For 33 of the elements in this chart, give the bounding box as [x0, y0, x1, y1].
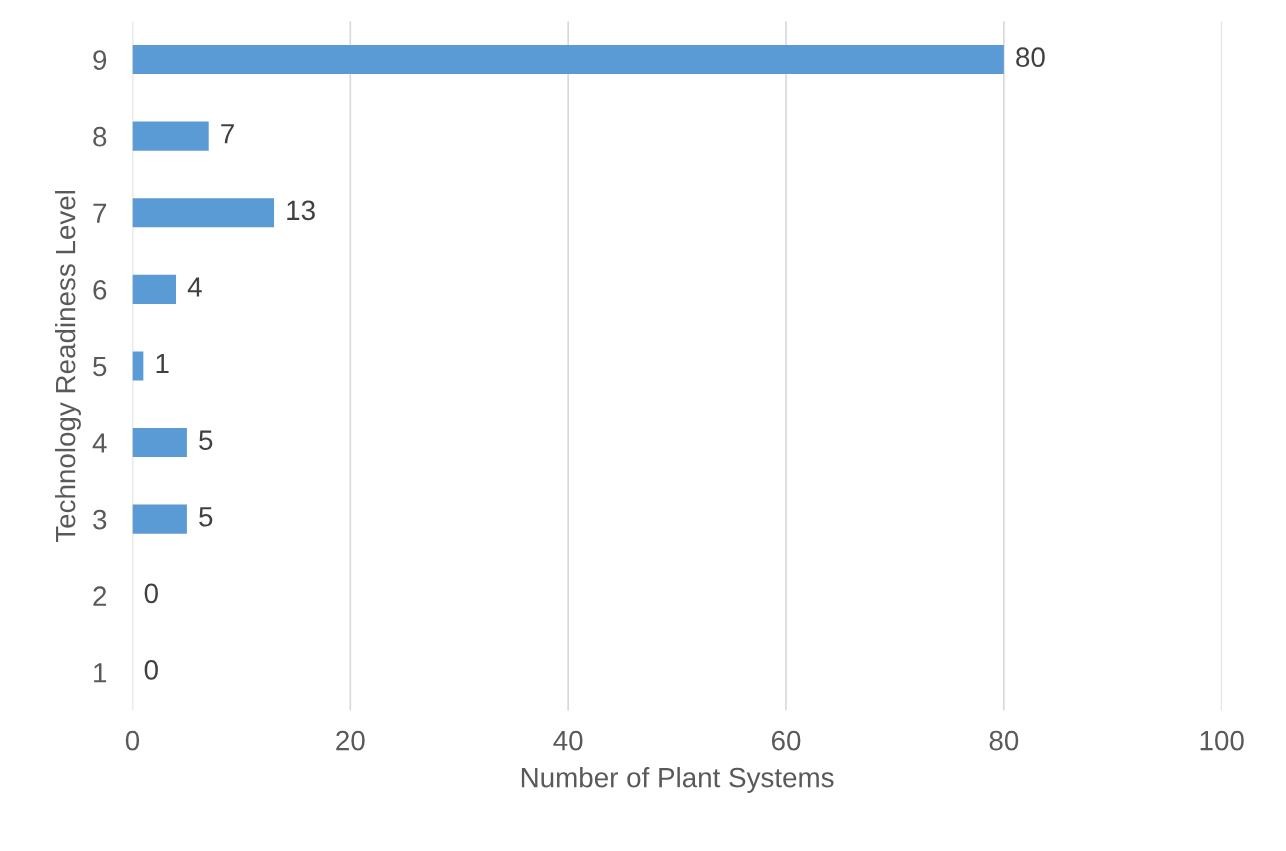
y-axis-title: Technology Readiness Level: [55, 190, 81, 543]
y-tick-label: 4: [92, 433, 107, 453]
y-tick-label: 7: [93, 203, 107, 223]
data-label: 4: [187, 277, 202, 297]
data-label: 0: [144, 660, 158, 680]
bar: [132, 504, 187, 534]
data-label: 13: [287, 200, 315, 221]
y-tick-label: 6: [93, 280, 107, 300]
x-tick-label: 40: [553, 730, 583, 751]
y-tick-label: 8: [93, 126, 107, 147]
bar: [132, 198, 275, 228]
x-axis-title: Number of Plant Systems: [521, 767, 834, 793]
bar: [132, 274, 177, 304]
bar: [132, 351, 144, 381]
data-label: 1: [156, 354, 169, 374]
y-tick-label: 3: [93, 509, 107, 530]
x-tick-label: 20: [336, 730, 365, 751]
x-tick-label: 100: [1200, 730, 1244, 751]
y-tick-label: 5: [93, 356, 107, 377]
y-tick-label: 2: [93, 586, 107, 606]
x-tick-label: 0: [125, 730, 140, 751]
data-label: 80: [1016, 47, 1045, 68]
data-label: 0: [144, 583, 158, 604]
bar: [132, 121, 209, 151]
y-tick-label: 9: [93, 50, 107, 70]
x-tick-label: 60: [771, 730, 801, 751]
data-label: 5: [199, 507, 213, 527]
bar: [132, 427, 187, 458]
data-label: 7: [221, 124, 234, 144]
x-tick-label: 80: [989, 730, 1019, 751]
data-label: 5: [199, 430, 213, 450]
bar: [132, 45, 1004, 75]
y-tick-label: 1: [94, 663, 107, 683]
